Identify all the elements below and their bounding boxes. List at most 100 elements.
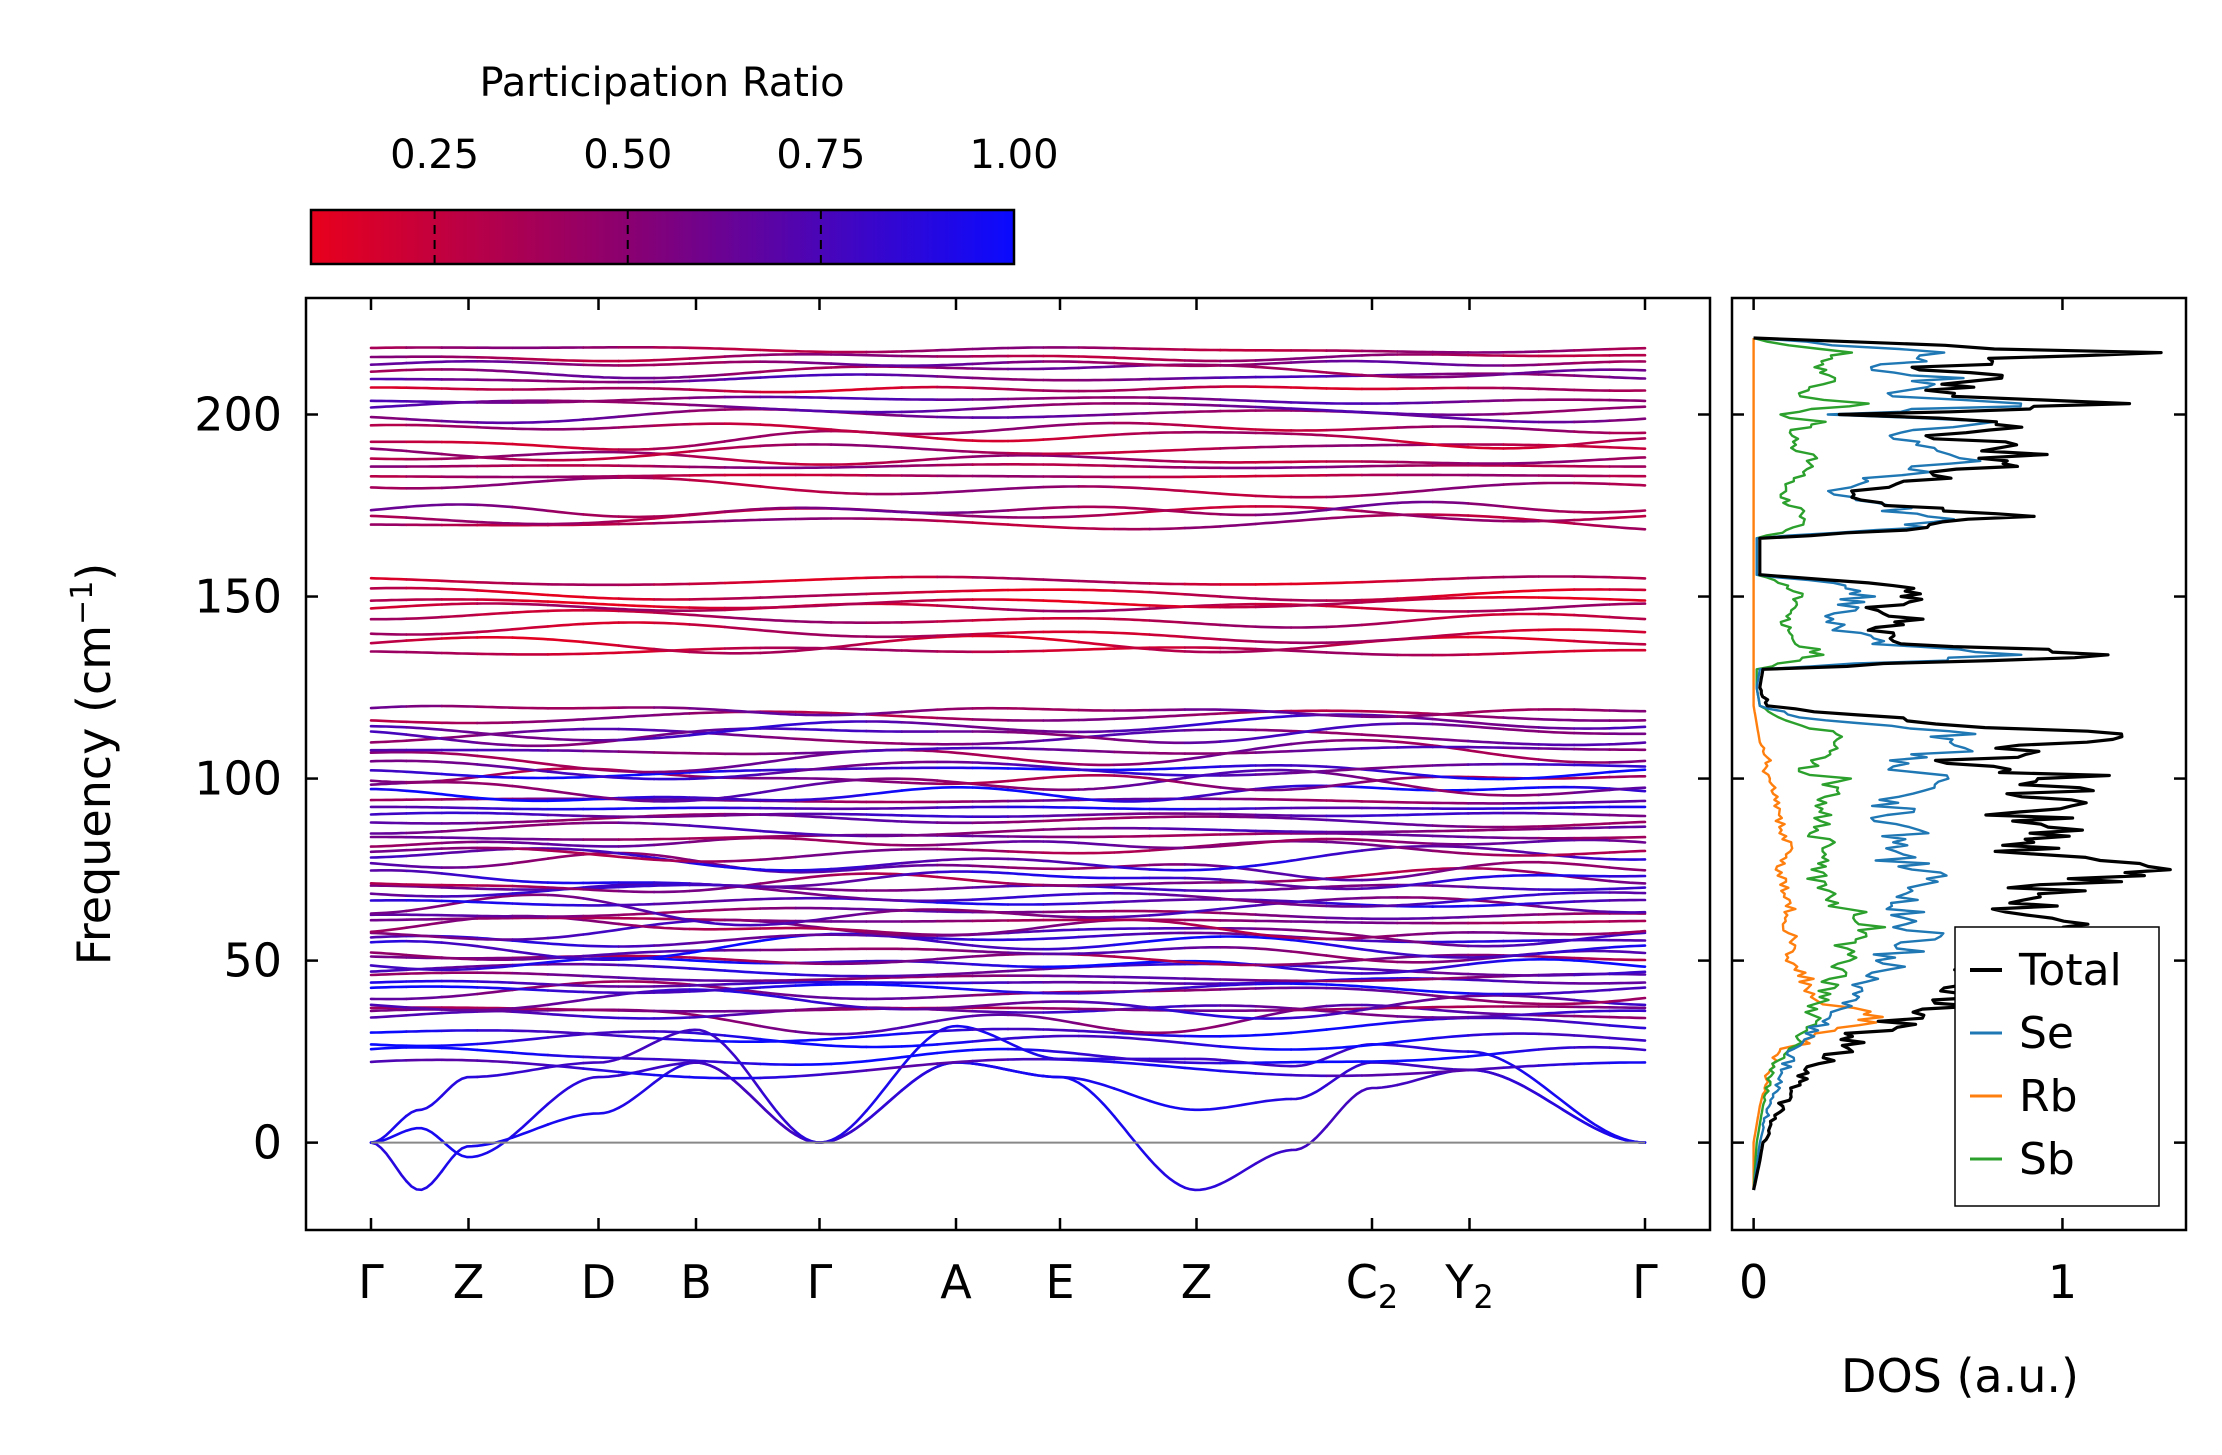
band-segment [759,769,797,776]
band-segment [1077,950,1116,955]
band-segment [1219,911,1257,916]
band-segment [1219,897,1257,903]
band-segment [440,1075,479,1098]
band-segment [405,1011,444,1017]
band-segment [652,362,691,367]
band-segment [1466,709,1505,714]
band-segment [794,766,833,773]
band-segment [617,1009,656,1013]
band-segment [935,1014,974,1023]
band-segment [1289,465,1328,469]
band-segment [1042,729,1081,734]
band-segment [1325,983,1364,988]
band-segment [723,858,762,863]
band-segment [1325,651,1364,656]
band-segment [440,965,479,970]
band-segment [1431,374,1470,379]
optical-band [369,500,1647,519]
band-segment [1112,865,1151,871]
band-segment [829,576,868,581]
band-segment [1360,842,1399,849]
band-segment [1537,1032,1576,1037]
band-segment [688,613,727,619]
band-segment [1325,896,1364,902]
band-segment [652,1016,691,1020]
band-segment [1431,788,1470,795]
band-segment [971,766,1010,770]
band-segment [1254,647,1293,653]
band-segment [829,642,868,649]
band-segment [1502,868,1541,875]
band-segment [1396,578,1434,583]
band-segment [1112,644,1151,651]
band-segment [1006,1027,1045,1031]
band-segment [546,358,585,363]
band-segment [935,901,974,905]
band-segment [1396,901,1434,907]
band-segment [759,628,797,635]
band-segment [1289,432,1328,437]
band-segment [688,836,727,840]
dos-series-sb [1752,336,1887,1191]
band-segment [511,819,550,824]
band-segment [1608,891,1647,895]
band-segment [546,942,585,947]
band-segment [1466,903,1505,908]
band-segment [1502,516,1541,522]
band-segment [1289,444,1328,448]
band-segment [1466,613,1505,618]
band-segment [582,984,620,988]
band-segment [1042,805,1081,809]
band-segment [688,408,727,413]
band-segment [935,971,974,976]
band-segment [865,1026,904,1034]
band-segment [582,944,620,948]
band-segment [546,737,585,742]
band-segment [829,462,868,466]
band-segment [1112,581,1151,585]
band-segment [971,509,1010,514]
band-segment [794,1037,833,1043]
band-segment [900,777,939,782]
band-segment [511,812,550,817]
band-segment [511,1036,550,1043]
band-segment [865,517,904,521]
band-segment [475,914,514,918]
band-segment [369,650,408,654]
band-segment [1148,772,1187,777]
band-segment [1219,404,1257,409]
band-segment [1148,410,1187,415]
band-segment [935,910,974,914]
optical-band [369,851,1647,882]
band-segment [652,901,691,906]
band-segment [1289,1013,1328,1020]
band-segment [1077,786,1116,791]
band-segment [1466,867,1505,871]
band-segment [1148,777,1187,785]
band-segment [1396,513,1434,519]
band-segment [865,813,904,817]
band-segment [369,415,408,421]
band-segment [1572,374,1611,379]
band-segment [1572,743,1611,747]
band-segment [1219,815,1257,819]
band-segment [1183,863,1222,868]
band-segment [723,797,762,802]
band-segment [440,1010,479,1015]
band-segment [865,1065,904,1113]
band-segment [617,397,656,402]
band-segment [723,986,762,991]
band-segment [794,488,833,494]
band-segment [440,728,479,735]
band-segment [1148,1038,1187,1045]
band-segment [1396,1005,1434,1010]
band-segment [1148,962,1187,966]
band-segment [405,883,444,887]
band-segment [405,967,444,972]
band-segment [546,1032,585,1039]
band-segment [1572,1009,1611,1014]
band-segment [1112,975,1151,979]
band-segment [1006,1013,1045,1020]
band-segment [369,399,408,403]
band-segment [1077,990,1116,995]
